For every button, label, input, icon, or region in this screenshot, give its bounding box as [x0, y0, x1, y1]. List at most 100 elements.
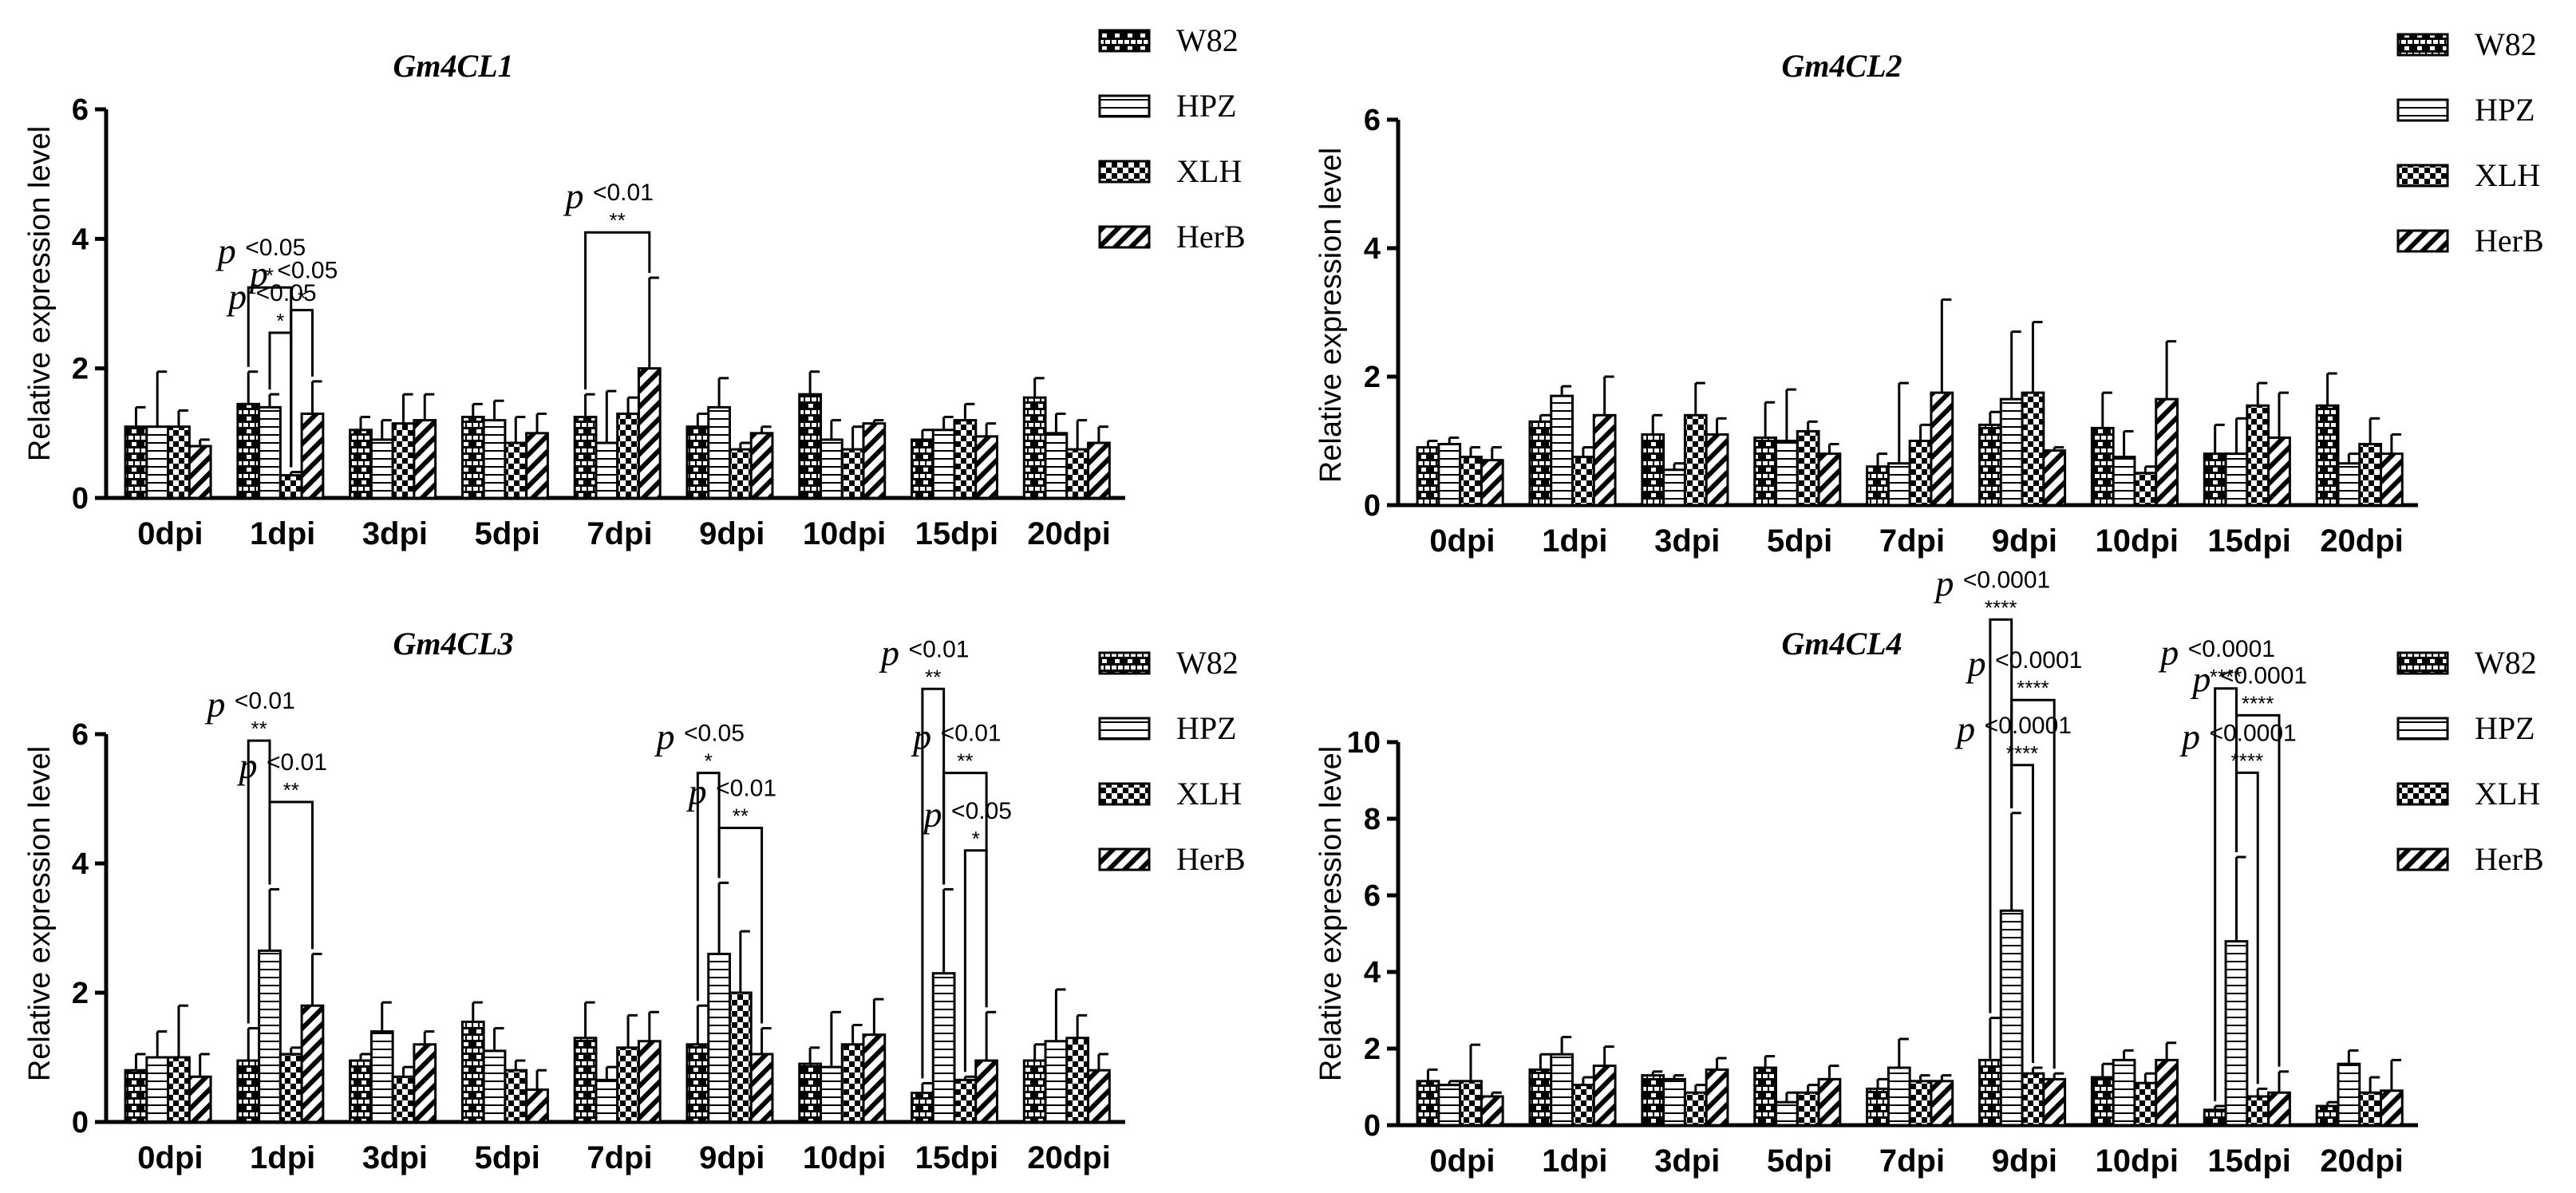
bar-hpz: [1775, 440, 1799, 507]
bar-herb: [1480, 1095, 1504, 1127]
bar-hpz: [482, 1049, 507, 1124]
bar-w82: [460, 1020, 485, 1124]
x-tick-label: 5dpi: [475, 516, 540, 551]
x-tick-label: 9dpi: [1992, 1144, 2057, 1179]
bar-w82: [1753, 1066, 1778, 1127]
legend-swatch-hpz: [2396, 98, 2449, 122]
y-tick-label: 2: [72, 353, 89, 386]
significance-bracket: [268, 800, 314, 950]
bar-w82: [798, 1062, 822, 1124]
significance-stars: *: [276, 309, 284, 333]
x-tick-label: 1dpi: [1542, 523, 1607, 559]
bar-herb: [637, 367, 662, 500]
legend-label: W82: [1176, 645, 1239, 681]
bar-hpz: [369, 438, 394, 500]
bar-w82: [124, 1069, 148, 1124]
legend-label: HPZ: [2475, 710, 2535, 746]
bar-w82: [2090, 426, 2115, 507]
bar-hpz: [2337, 462, 2361, 507]
bar-herb: [2380, 1089, 2404, 1127]
p-value-label: p <0.01: [237, 745, 327, 786]
x-tick-label: 7dpi: [587, 516, 652, 551]
p-value-label: p <0.01: [204, 684, 294, 725]
x-tick-label: 0dpi: [1429, 1144, 1495, 1179]
bar-xlh: [2358, 443, 2383, 507]
legend-label: W82: [2475, 26, 2537, 62]
bar-xlh: [1459, 1080, 1483, 1127]
significance-stars: **: [283, 778, 299, 802]
bar-w82: [1528, 1068, 1553, 1127]
bar-hpz: [145, 1056, 170, 1124]
x-tick-label: 3dpi: [362, 1140, 428, 1175]
legend-swatch-herb: [2396, 229, 2449, 253]
x-tick-label: 10dpi: [2096, 1144, 2179, 1179]
y-tick-label: 4: [1364, 956, 1381, 990]
bar-w82: [1022, 1059, 1047, 1124]
p-value-label: p <0.05: [226, 276, 316, 317]
bar-xlh: [2133, 1081, 2158, 1127]
bar-w82: [2203, 1108, 2227, 1127]
y-tick-label: 10: [1347, 726, 1381, 760]
x-tick-label: 9dpi: [1992, 523, 2057, 559]
x-tick-label: 3dpi: [1654, 523, 1720, 559]
bar-w82: [124, 425, 148, 500]
bar-xlh: [2021, 1072, 2045, 1127]
p-value-label: p <0.05: [654, 717, 745, 757]
bar-herb: [413, 1043, 437, 1124]
significance-stars: *: [705, 749, 713, 773]
bar-xlh: [391, 422, 416, 500]
bar-herb: [188, 444, 212, 500]
bar-xlh: [504, 1069, 528, 1124]
significance-stars: **: [733, 804, 749, 828]
bar-herb: [862, 1033, 887, 1124]
legend-swatch-xlh: [1098, 160, 1151, 184]
legend-label: HPZ: [1176, 710, 1237, 746]
y-axis-label: Relative expression level: [23, 746, 57, 1081]
bar-w82: [573, 416, 598, 500]
bar-xlh: [2021, 391, 2045, 507]
chart-panel-gm4cl1: Gm4CL1 Relative expression level 0 2 4 6 0dp…: [23, 48, 1125, 551]
bar-xlh: [616, 1046, 640, 1124]
significance-stars: *: [266, 263, 274, 287]
x-tick-label: 5dpi: [1767, 523, 1832, 559]
legend-swatch-hpz: [1098, 94, 1151, 118]
bar-xlh: [504, 441, 528, 500]
x-tick-label: 20dpi: [2320, 523, 2403, 559]
legend-swatch-w82: [2396, 651, 2449, 675]
bar-hpz: [1044, 1040, 1069, 1124]
bar-hpz: [595, 441, 619, 500]
bar-herb: [1817, 1077, 1842, 1127]
bar-w82: [1978, 1058, 2002, 1127]
bar-herb: [2155, 397, 2179, 507]
x-tick-label: 20dpi: [1027, 516, 1110, 551]
chart-title: Gm4CL1: [393, 48, 513, 84]
bar-hpz: [1550, 1053, 1574, 1127]
bar-hpz: [1662, 1077, 1686, 1127]
bar-xlh: [1796, 1091, 1820, 1127]
bar-xlh: [1065, 448, 1090, 500]
y-tick-label: 0: [1364, 489, 1381, 523]
x-tick-label: 10dpi: [803, 516, 886, 551]
x-tick-label: 1dpi: [1542, 1144, 1607, 1179]
bar-xlh: [840, 1043, 865, 1124]
legend-swatch-xlh: [2396, 782, 2449, 806]
y-tick-label: 6: [1364, 104, 1381, 137]
bar-w82: [2315, 1104, 2340, 1127]
bar-herb: [1592, 413, 1617, 507]
bar-hpz: [145, 425, 170, 500]
bar-w82: [1416, 1080, 1440, 1127]
bar-hpz: [1887, 1066, 1911, 1127]
bar-hpz: [258, 949, 282, 1124]
bar-herb: [1930, 391, 1954, 507]
bar-xlh: [616, 412, 640, 500]
bar-hpz: [1550, 394, 1574, 507]
bar-herb: [1705, 433, 1729, 507]
bar-xlh: [953, 419, 978, 500]
bar-hpz: [2224, 940, 2249, 1127]
bar-w82: [1022, 396, 1047, 500]
y-tick-label: 6: [72, 718, 89, 752]
legend-label: HPZ: [2475, 92, 2535, 128]
bar-xlh: [1459, 456, 1483, 507]
bar-hpz: [1887, 462, 1911, 507]
bar-hpz: [2337, 1062, 2361, 1127]
